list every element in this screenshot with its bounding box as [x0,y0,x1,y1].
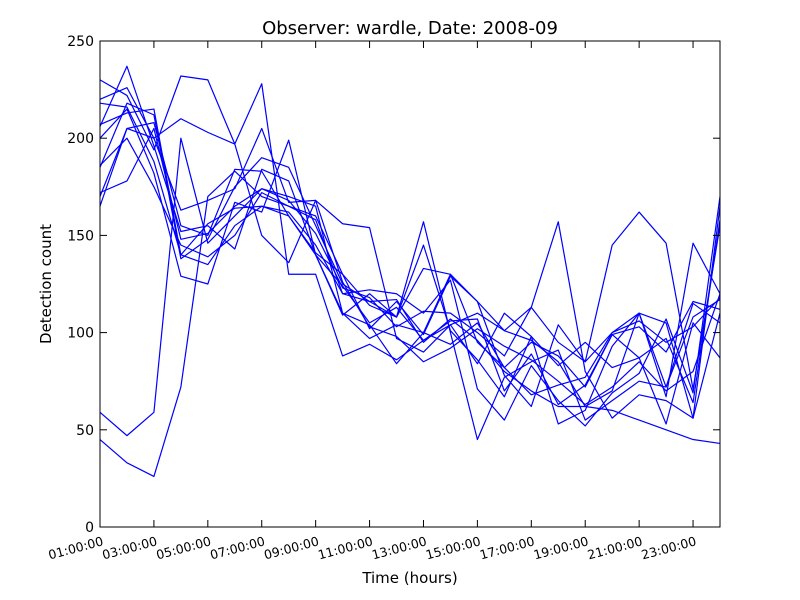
y-tick-label: 250 [67,34,94,50]
series-line-13 [99,102,721,441]
series-line-3 [99,75,721,408]
chart-title: Observer: wardle, Date: 2008-09 [262,18,558,39]
y-tick-label: 200 [67,131,94,147]
series-line-11 [99,108,721,427]
y-tick-label: 100 [67,326,94,342]
series-line-12 [99,108,721,425]
x-axis-label: Time (hours) [361,569,457,587]
plot-frame [99,40,721,528]
y-axis-label: Detection count [37,224,55,344]
y-tick-label: 150 [67,228,94,244]
y-tick-label: 50 [76,423,94,439]
series-line-9 [99,127,721,390]
series-line-7 [99,127,721,425]
series-line-8 [99,122,721,419]
series-lines [99,65,721,478]
y-tick-label: 0 [85,520,94,536]
series-line-10 [99,137,721,408]
series-line-4 [99,87,721,406]
series-line-5 [99,65,721,404]
series-line-6 [99,102,721,406]
y-axis: 0 50 100 150 200 250 [67,34,720,536]
series-line-2 [99,137,721,437]
